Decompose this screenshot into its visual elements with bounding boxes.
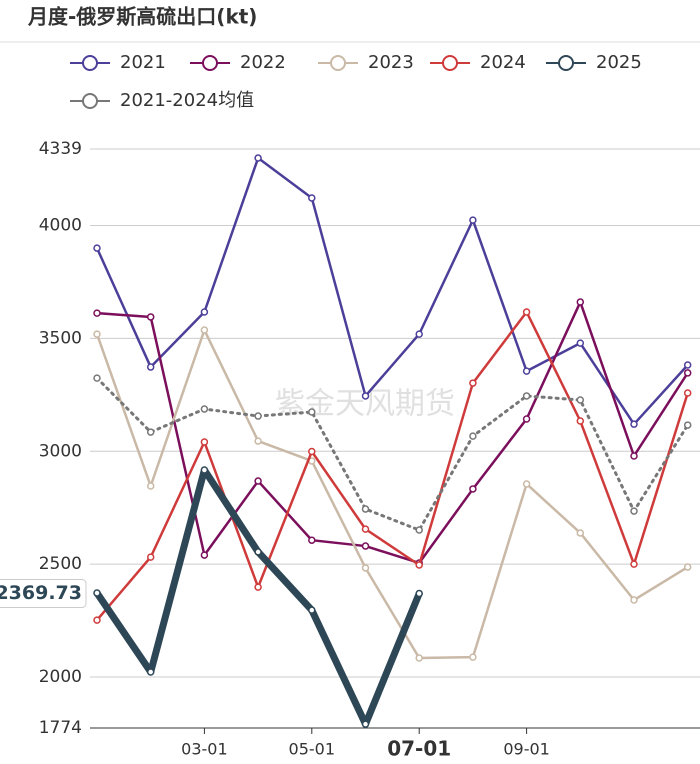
pointer-label: 2369.73 — [0, 582, 82, 604]
data-point — [146, 482, 155, 490]
series-line — [95, 310, 689, 622]
data-point — [683, 421, 692, 429]
y-tick-label: 2000 — [39, 667, 82, 687]
chart-title: 月度-俄罗斯高硫出口(kt) — [27, 5, 257, 29]
data-point — [93, 374, 101, 382]
data-point — [683, 369, 692, 377]
x-tick-label: 03-01 — [181, 740, 228, 759]
data-point — [576, 396, 585, 404]
data-point — [361, 564, 370, 572]
y-tick-label: 2500 — [39, 554, 82, 574]
data-point — [469, 379, 477, 387]
data-point — [254, 583, 262, 591]
data-point — [361, 720, 370, 728]
series-line — [95, 156, 689, 426]
series-line — [95, 376, 690, 532]
x-tick-label: 07-01 — [387, 737, 451, 761]
x-tick-label: 09-01 — [503, 740, 550, 759]
data-point — [308, 606, 316, 614]
data-point — [522, 308, 531, 316]
y-tick-label: 1774 — [39, 718, 82, 738]
data-point — [630, 596, 638, 604]
data-point — [200, 466, 209, 474]
data-point — [415, 526, 423, 534]
data-point — [361, 392, 370, 400]
data-point — [469, 653, 477, 661]
data-point — [415, 561, 423, 569]
data-point — [683, 389, 692, 397]
legend-marker — [202, 55, 218, 71]
data-point — [469, 432, 477, 440]
data-point — [308, 536, 316, 544]
data-point — [469, 485, 477, 493]
data-point — [200, 551, 209, 559]
pointer-box — [0, 579, 87, 609]
legend-label: 2023 — [368, 52, 414, 73]
data-point — [146, 428, 155, 436]
legend-marker — [82, 55, 98, 71]
data-point — [93, 616, 101, 624]
legend-label: 2025 — [596, 52, 642, 73]
data-point — [522, 367, 531, 375]
y-tick-label: 3500 — [39, 328, 82, 348]
legend-label: 2024 — [480, 52, 526, 73]
data-point — [254, 477, 262, 485]
data-point — [146, 668, 155, 676]
x-tick-label: 05-01 — [289, 740, 336, 759]
data-point — [200, 405, 209, 413]
data-point — [254, 412, 262, 420]
data-point — [576, 529, 585, 537]
data-point — [415, 330, 423, 338]
data-point — [683, 563, 692, 571]
data-point — [630, 452, 638, 460]
data-point — [146, 313, 155, 321]
y-tick-label: 3000 — [39, 441, 82, 461]
data-point — [576, 298, 585, 306]
legend-marker — [82, 93, 98, 109]
data-point — [361, 505, 370, 513]
legend-marker — [330, 55, 346, 71]
data-point — [683, 361, 692, 369]
data-point — [308, 447, 316, 456]
data-point — [630, 507, 638, 515]
data-point — [361, 542, 370, 550]
legend-marker — [442, 55, 458, 71]
data-point — [522, 480, 531, 488]
data-point — [630, 560, 638, 568]
data-point — [361, 525, 370, 533]
legend-label: 2022 — [240, 52, 286, 73]
data-point — [308, 194, 316, 202]
data-point — [93, 244, 101, 252]
legend-label: 2021 — [120, 52, 166, 73]
data-point — [93, 589, 101, 597]
data-point — [146, 553, 155, 561]
data-point — [522, 415, 531, 423]
data-point — [200, 308, 209, 316]
data-point — [200, 438, 209, 446]
legend-label: 2021-2024均值 — [120, 90, 254, 111]
y-tick-label: 4339 — [39, 139, 82, 159]
data-point — [415, 654, 423, 662]
data-point — [522, 392, 531, 400]
data-point — [254, 548, 262, 556]
series-line — [93, 466, 423, 728]
data-point — [415, 589, 423, 598]
y-tick-label: 4000 — [39, 216, 82, 236]
data-point — [200, 326, 209, 334]
data-point — [469, 216, 477, 224]
legend-marker — [558, 55, 574, 71]
data-point — [254, 154, 262, 162]
data-point — [93, 309, 101, 317]
series-line — [95, 300, 689, 565]
data-point — [576, 417, 585, 425]
data-point — [254, 437, 262, 445]
data-point — [576, 339, 585, 347]
data-point — [630, 420, 638, 428]
data-point — [146, 363, 155, 371]
data-point — [308, 408, 316, 416]
series-line — [95, 328, 689, 660]
data-point — [93, 330, 101, 338]
